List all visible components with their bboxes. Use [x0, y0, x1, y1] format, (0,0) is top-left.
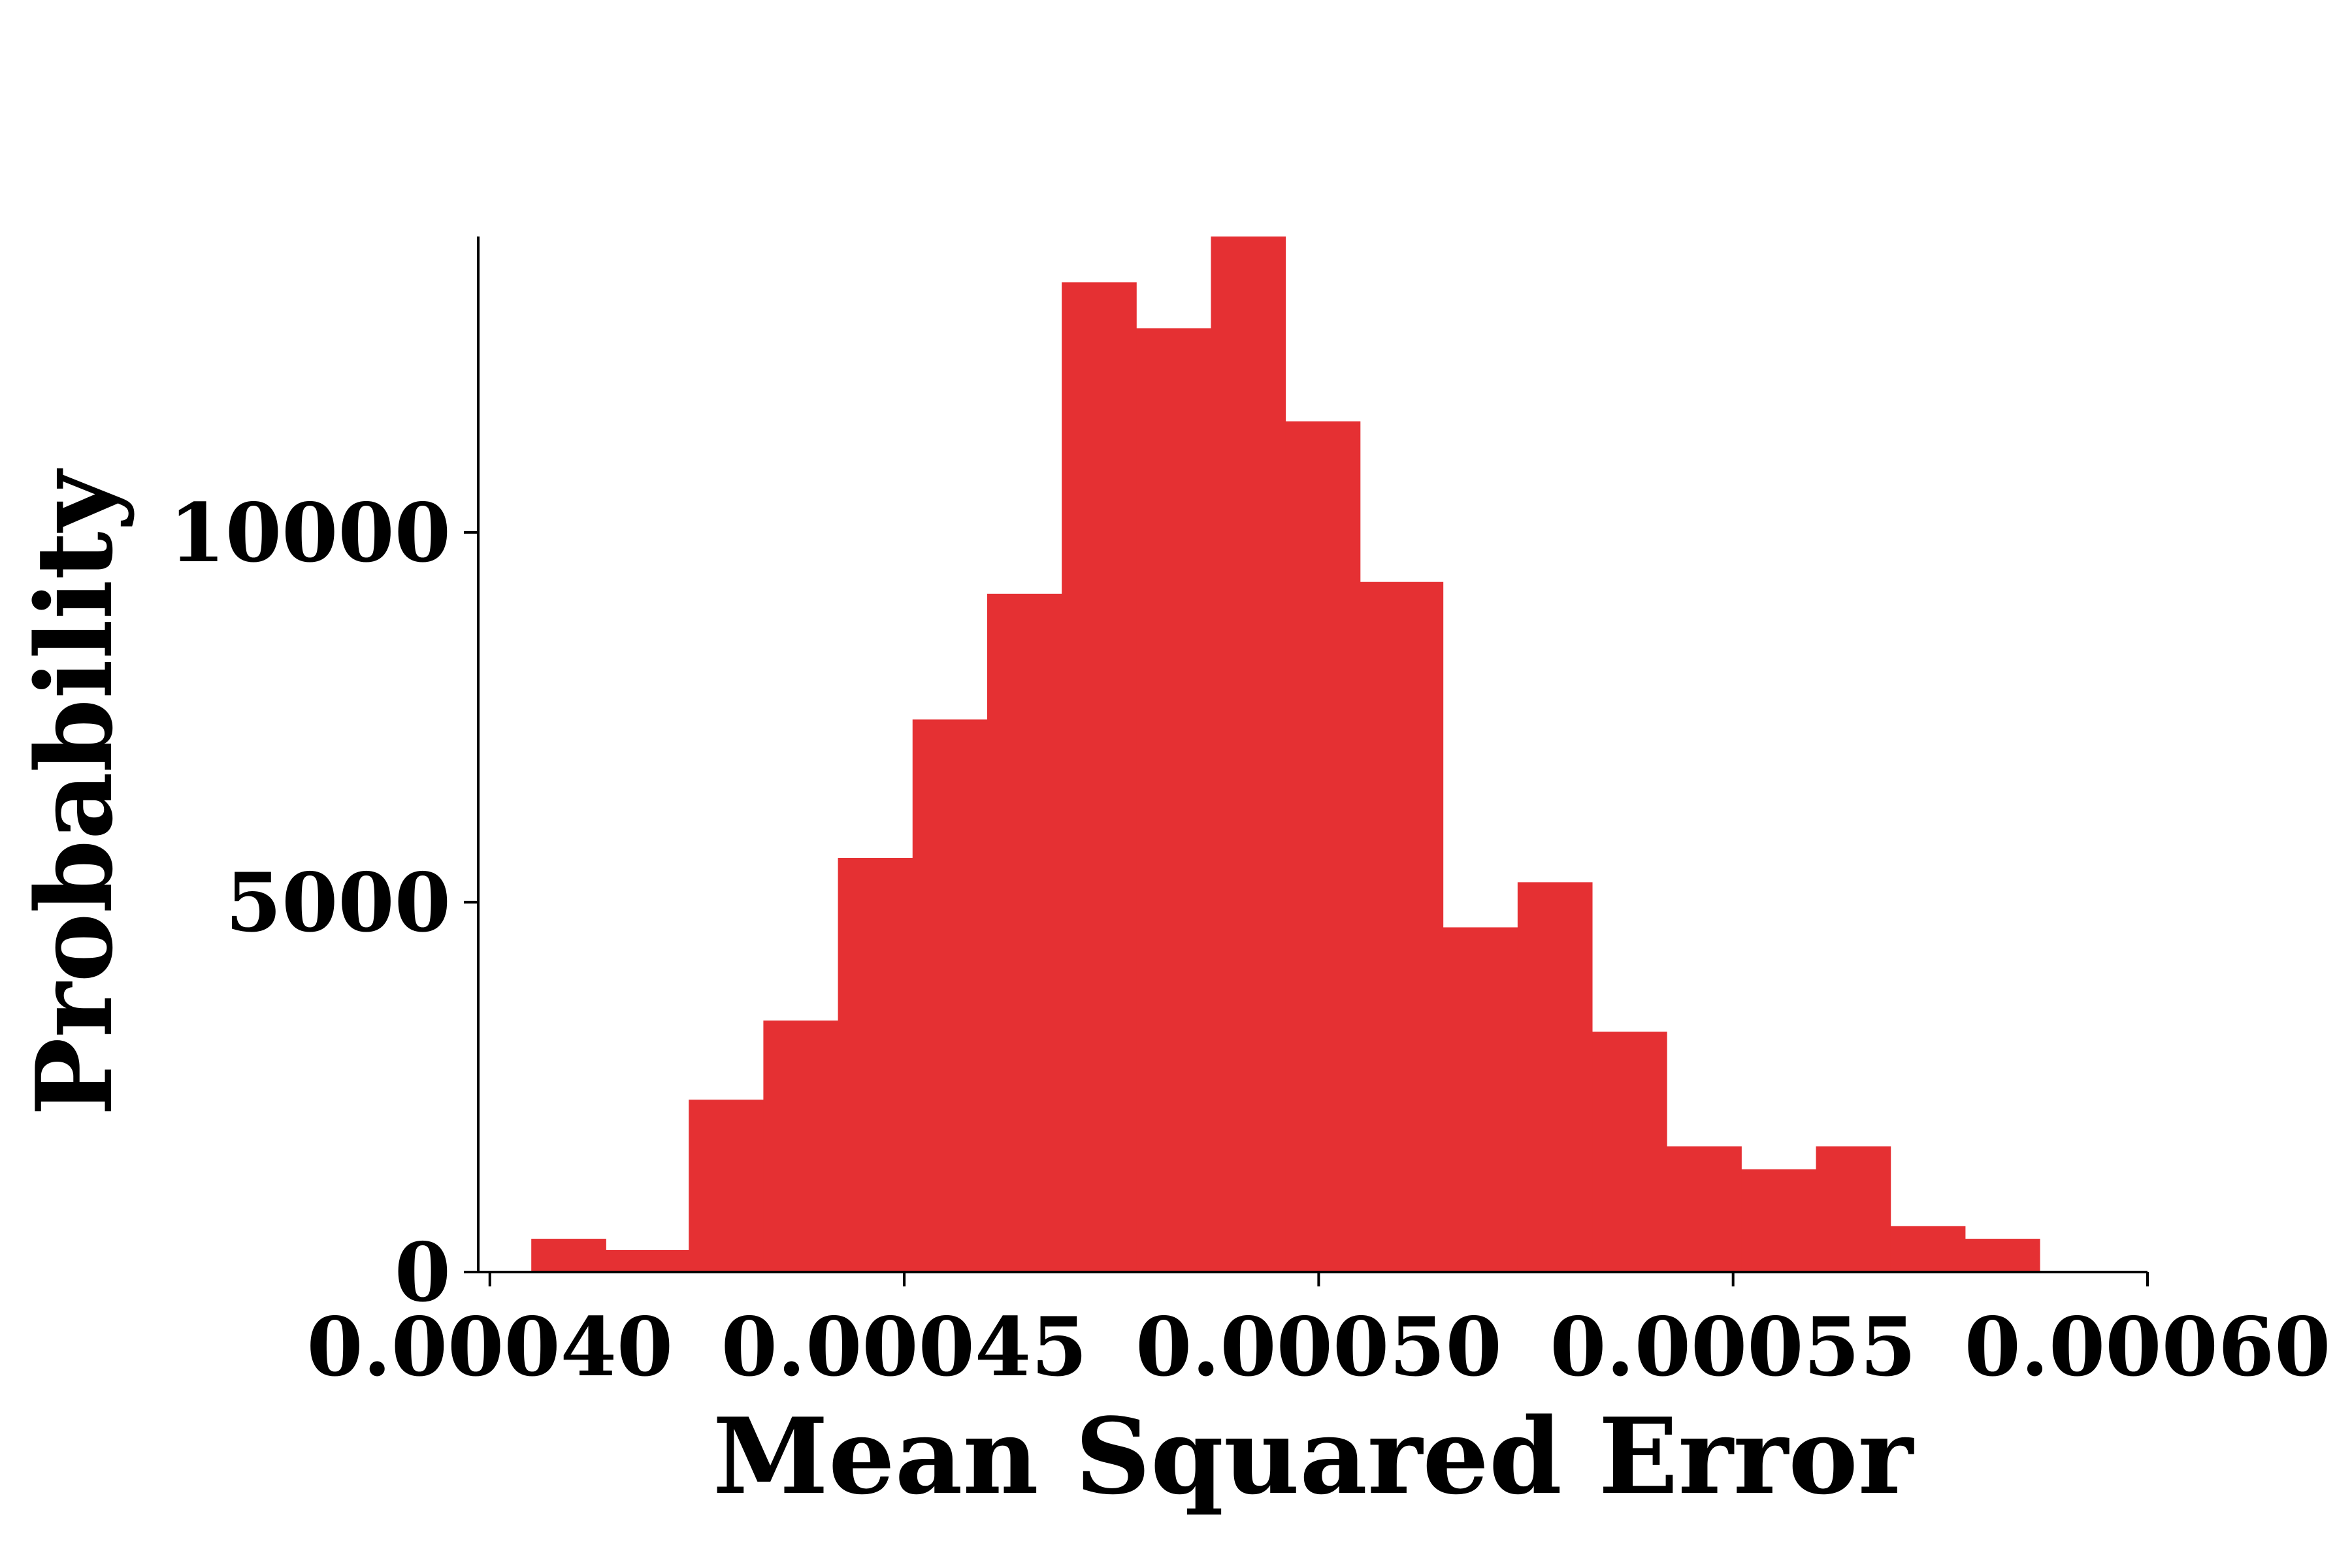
histogram-bar-7 [987, 593, 1062, 1273]
histogram-bar-8 [1062, 282, 1137, 1272]
y-axis-title: Probability [13, 468, 136, 1116]
x-tick-label-3: 0.00050 [1135, 1300, 1502, 1395]
histogram-bar-3 [689, 1100, 764, 1272]
histogram-bar-4 [763, 1021, 839, 1272]
histogram-bar-18 [1816, 1146, 1891, 1272]
y-axis-ticks: 0 5000 10000 [169, 486, 478, 1320]
x-axis-title: Mean Squared Error [713, 1395, 1914, 1518]
histogram-bar-20 [1965, 1239, 2040, 1272]
histogram-bar-15 [1592, 1032, 1667, 1272]
histogram-bar-13 [1443, 927, 1518, 1272]
y-tick-label-1: 0 [395, 1226, 451, 1320]
x-tick-label-4: 0.00055 [1550, 1300, 1916, 1395]
histogram-bar-5 [838, 858, 913, 1272]
histogram-bar-10 [1211, 237, 1286, 1272]
histogram-bar-6 [912, 719, 988, 1272]
histogram-bar-14 [1517, 882, 1593, 1272]
x-axis-ticks: 0.00040 0.00045 0.00050 0.00055 0.00060 [306, 1272, 2330, 1395]
x-tick-label-1: 0.00040 [306, 1300, 673, 1395]
x-tick-label-2: 0.00045 [721, 1300, 1088, 1395]
histogram-bar-2 [606, 1250, 689, 1272]
histogram-bar-11 [1285, 421, 1361, 1273]
histogram-bar-9 [1136, 328, 1211, 1272]
histogram-bar-12 [1360, 581, 1444, 1272]
y-tick-label-2: 5000 [225, 856, 451, 951]
y-tick-label-3: 10000 [169, 486, 451, 581]
histogram-bar-17 [1741, 1169, 1817, 1272]
histogram-bar-1 [531, 1239, 606, 1272]
histogram-bar-16 [1667, 1146, 1742, 1272]
histogram-bars [531, 237, 2040, 1273]
x-tick-label-5: 0.00060 [1965, 1300, 2331, 1395]
histogram-bar-19 [1890, 1226, 1966, 1272]
